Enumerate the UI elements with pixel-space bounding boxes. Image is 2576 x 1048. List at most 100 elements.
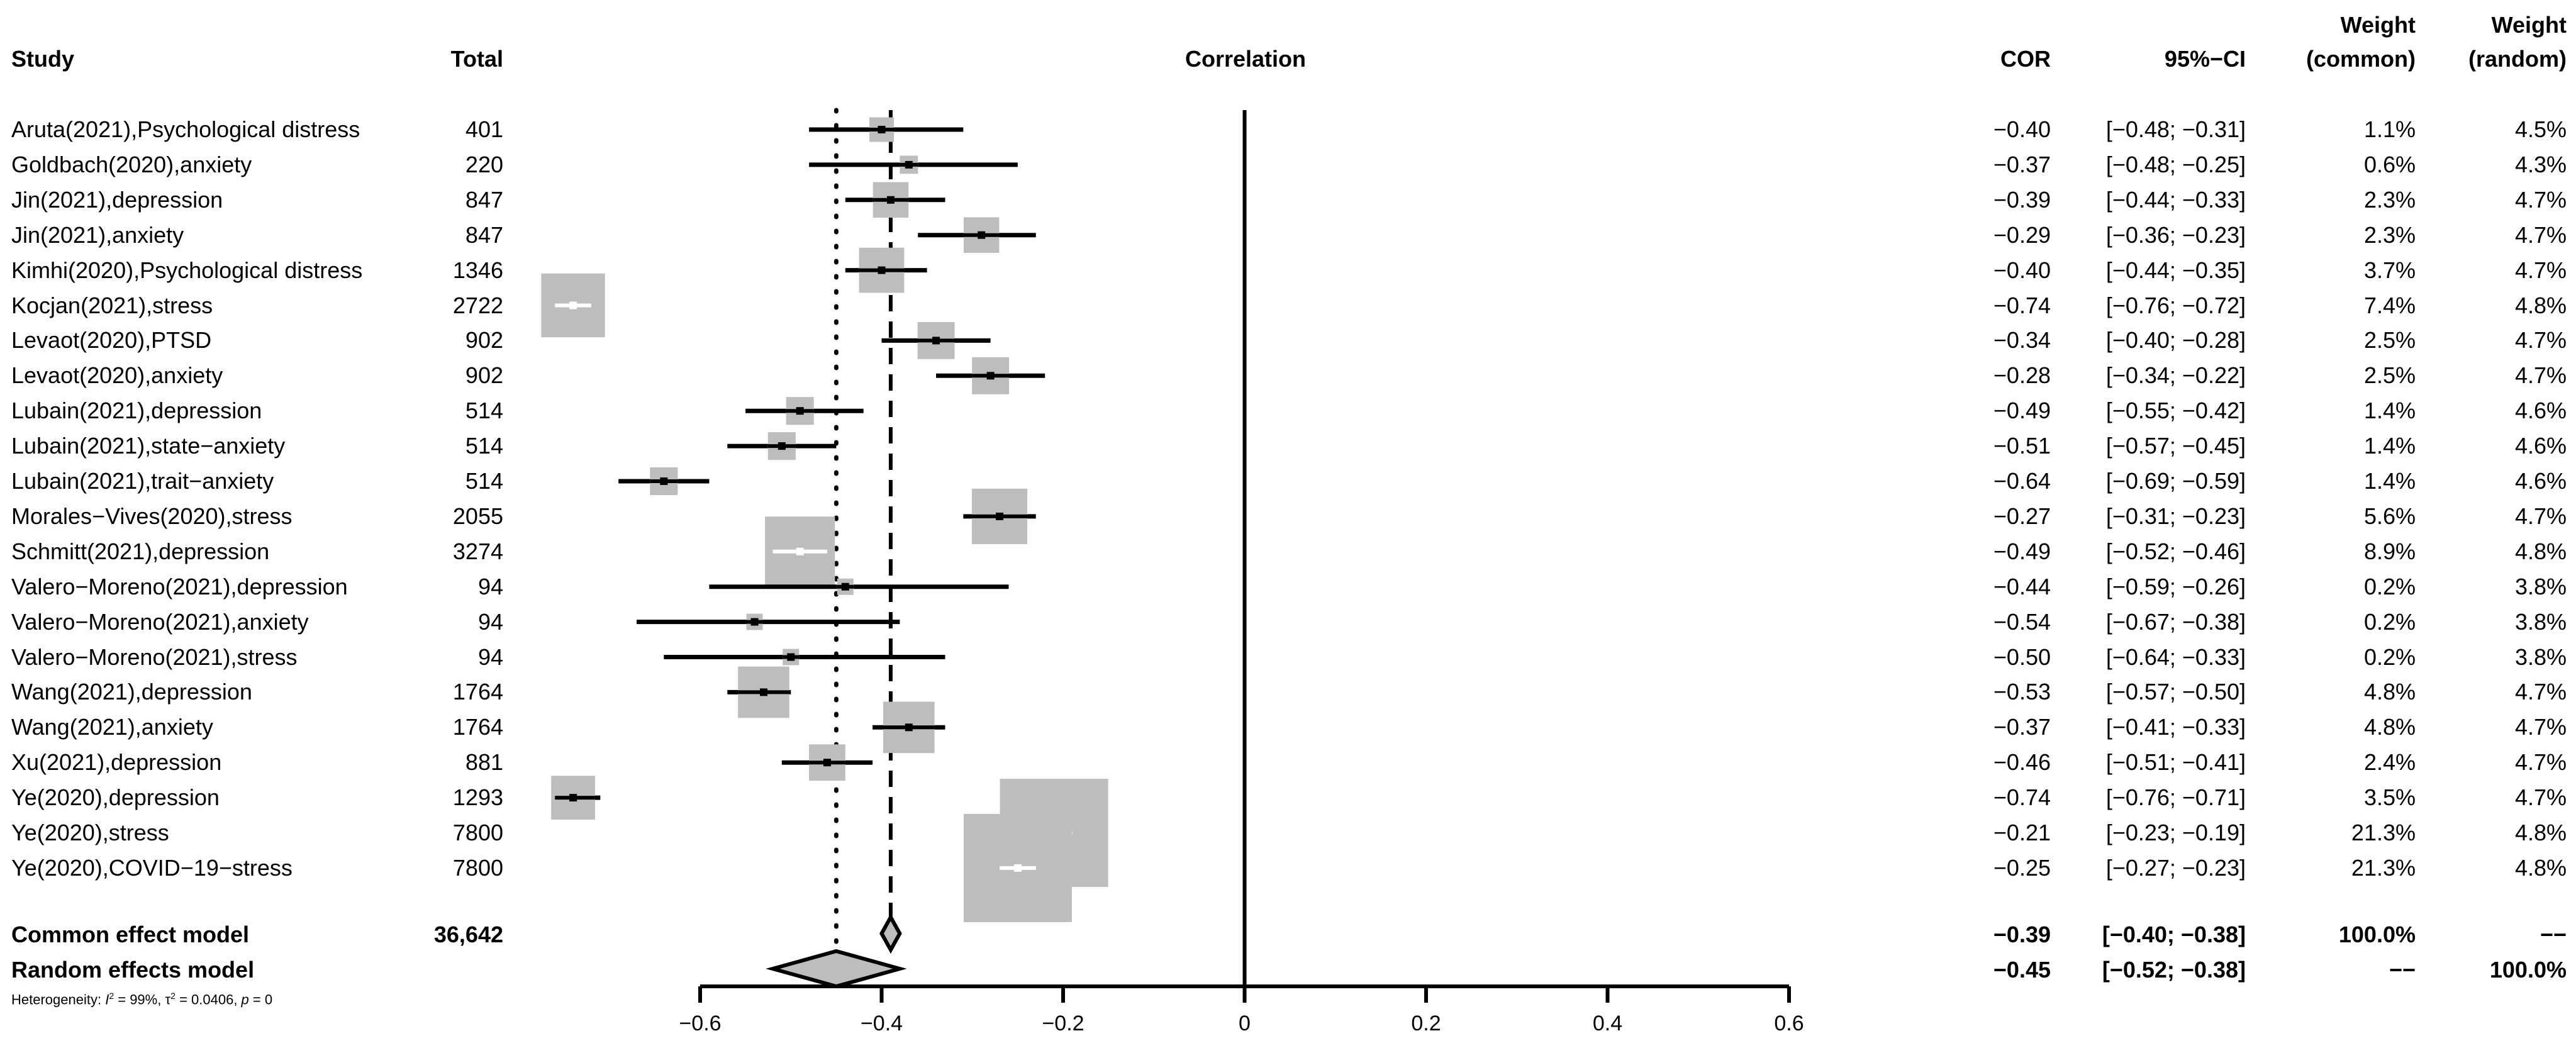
study-point: [778, 442, 786, 450]
study-ci: [−0.44; −0.35]: [2105, 257, 2246, 283]
study-weight-random: 4.7%: [2514, 679, 2567, 705]
study-point: [569, 301, 577, 309]
study-weight-common: 0.2%: [2363, 574, 2416, 599]
study-weight-common: 3.5%: [2363, 784, 2416, 810]
study-total: 7800: [452, 855, 503, 881]
study-total: 94: [477, 644, 503, 670]
study-total: 902: [465, 327, 503, 353]
study-point: [796, 407, 804, 415]
study-point: [996, 512, 1004, 520]
header-weight-random-2: (random): [2468, 46, 2567, 72]
common-model-weight-common: 100.0%: [2338, 922, 2416, 947]
study-weight-random: 4.6%: [2514, 433, 2567, 459]
study-weight-random: 4.6%: [2514, 468, 2567, 494]
x-tick-label: 0.4: [1593, 1012, 1622, 1035]
study-ci: [−0.69; −0.59]: [2105, 468, 2246, 494]
study-ci: [−0.76; −0.72]: [2105, 293, 2246, 318]
study-point: [878, 266, 886, 274]
common-model-label: Common effect model: [11, 922, 250, 947]
study-cor: −0.40: [1993, 116, 2051, 142]
study-ci: [−0.48; −0.25]: [2105, 152, 2246, 177]
study-total: 2722: [452, 293, 503, 318]
study-ci: [−0.59; −0.26]: [2105, 574, 2246, 599]
study-ci: [−0.40; −0.28]: [2105, 327, 2246, 353]
study-total: 514: [465, 398, 503, 423]
study-weight-random: 4.7%: [2514, 257, 2567, 283]
common-model-cor: −0.39: [1993, 922, 2051, 947]
common-model-ci: [−0.40; −0.38]: [2102, 922, 2246, 947]
header-total: Total: [450, 46, 503, 72]
study-weight-common: 2.5%: [2363, 362, 2416, 388]
study-cor: −0.27: [1993, 503, 2051, 529]
study-cor: −0.37: [1993, 152, 2051, 177]
study-ci: [−0.31; −0.23]: [2105, 503, 2246, 529]
study-name: Valero−Moreno(2021),stress: [11, 644, 298, 670]
study-name: Ye(2020),COVID−19−stress: [11, 855, 293, 881]
study-total: 1764: [452, 679, 503, 705]
study-weight-random: 4.7%: [2514, 714, 2567, 740]
study-weight-common: 1.1%: [2363, 116, 2416, 142]
study-cor: −0.37: [1993, 714, 2051, 740]
study-weight-random: 4.8%: [2514, 293, 2567, 318]
study-ci: [−0.44; −0.33]: [2105, 187, 2246, 213]
header-study: Study: [11, 46, 75, 72]
study-name: Kimhi(2020),Psychological distress: [11, 257, 363, 283]
study-cor: −0.29: [1993, 222, 2051, 248]
study-weight-random: 3.8%: [2514, 609, 2567, 635]
header-correlation: Correlation: [1185, 46, 1307, 72]
study-weight-random: 4.7%: [2514, 503, 2567, 529]
study-cor: −0.50: [1993, 644, 2051, 670]
study-point: [932, 337, 940, 345]
study-total: 94: [477, 574, 503, 599]
study-cor: −0.54: [1993, 609, 2051, 635]
study-total: 2055: [452, 503, 503, 529]
study-total: 7800: [452, 820, 503, 845]
study-total: 847: [465, 187, 503, 213]
study-name: Morales−Vives(2020),stress: [11, 503, 293, 529]
study-point: [1013, 864, 1022, 872]
study-weight-common: 0.6%: [2363, 152, 2416, 177]
study-ci: [−0.27; −0.23]: [2105, 855, 2246, 881]
study-weight-common: 1.4%: [2363, 433, 2416, 459]
study-weight-random: 4.8%: [2514, 820, 2567, 845]
common-effect-diamond: [879, 913, 902, 954]
study-weight-random: 4.6%: [2514, 398, 2567, 423]
study-weight-random: 4.5%: [2514, 116, 2567, 142]
study-point: [660, 477, 668, 485]
study-weight-common: 0.2%: [2363, 609, 2416, 635]
study-weight-common: 7.4%: [2363, 293, 2416, 318]
study-weight-common: 8.9%: [2363, 538, 2416, 564]
study-name: Lubain(2021),trait−anxiety: [11, 468, 274, 494]
common-model-weight-random: −−: [2540, 922, 2567, 947]
x-tick-label: −0.2: [1042, 1012, 1084, 1035]
header-weight-common-1: Weight: [2340, 12, 2416, 38]
study-total: 881: [465, 749, 503, 775]
study-cor: −0.46: [1993, 749, 2051, 775]
study-weight-common: 2.3%: [2363, 187, 2416, 213]
study-weight-common: 3.7%: [2363, 257, 2416, 283]
study-weight-random: 4.8%: [2514, 538, 2567, 564]
study-cor: −0.64: [1993, 468, 2051, 494]
study-total: 1764: [452, 714, 503, 740]
heterogeneity-note: Heterogeneity: I2 = 99%, τ2 = 0.0406, p …: [11, 991, 273, 1008]
study-name: Aruta(2021),Psychological distress: [11, 116, 360, 142]
study-ci: [−0.76; −0.71]: [2105, 784, 2246, 810]
study-weight-common: 2.5%: [2363, 327, 2416, 353]
random-effect-diamond: [766, 949, 907, 989]
study-cor: −0.34: [1993, 327, 2051, 353]
study-ci: [−0.57; −0.45]: [2105, 433, 2246, 459]
header-weight-common-2: (common): [2306, 46, 2416, 72]
study-total: 220: [465, 152, 503, 177]
study-total: 847: [465, 222, 503, 248]
random-model-weight-random: 100.0%: [2489, 957, 2567, 983]
study-cor: −0.53: [1993, 679, 2051, 705]
study-weight-common: 21.3%: [2351, 855, 2416, 881]
study-weight-common: 21.3%: [2351, 820, 2416, 845]
x-tick-label: −0.6: [679, 1012, 721, 1035]
x-tick-label: 0.6: [1774, 1012, 1804, 1035]
study-point: [823, 759, 831, 767]
random-model-cor: −0.45: [1993, 957, 2051, 983]
study-weight-random: 4.8%: [2514, 855, 2567, 881]
common-model-total: 36,642: [433, 922, 503, 947]
study-total: 1293: [452, 784, 503, 810]
